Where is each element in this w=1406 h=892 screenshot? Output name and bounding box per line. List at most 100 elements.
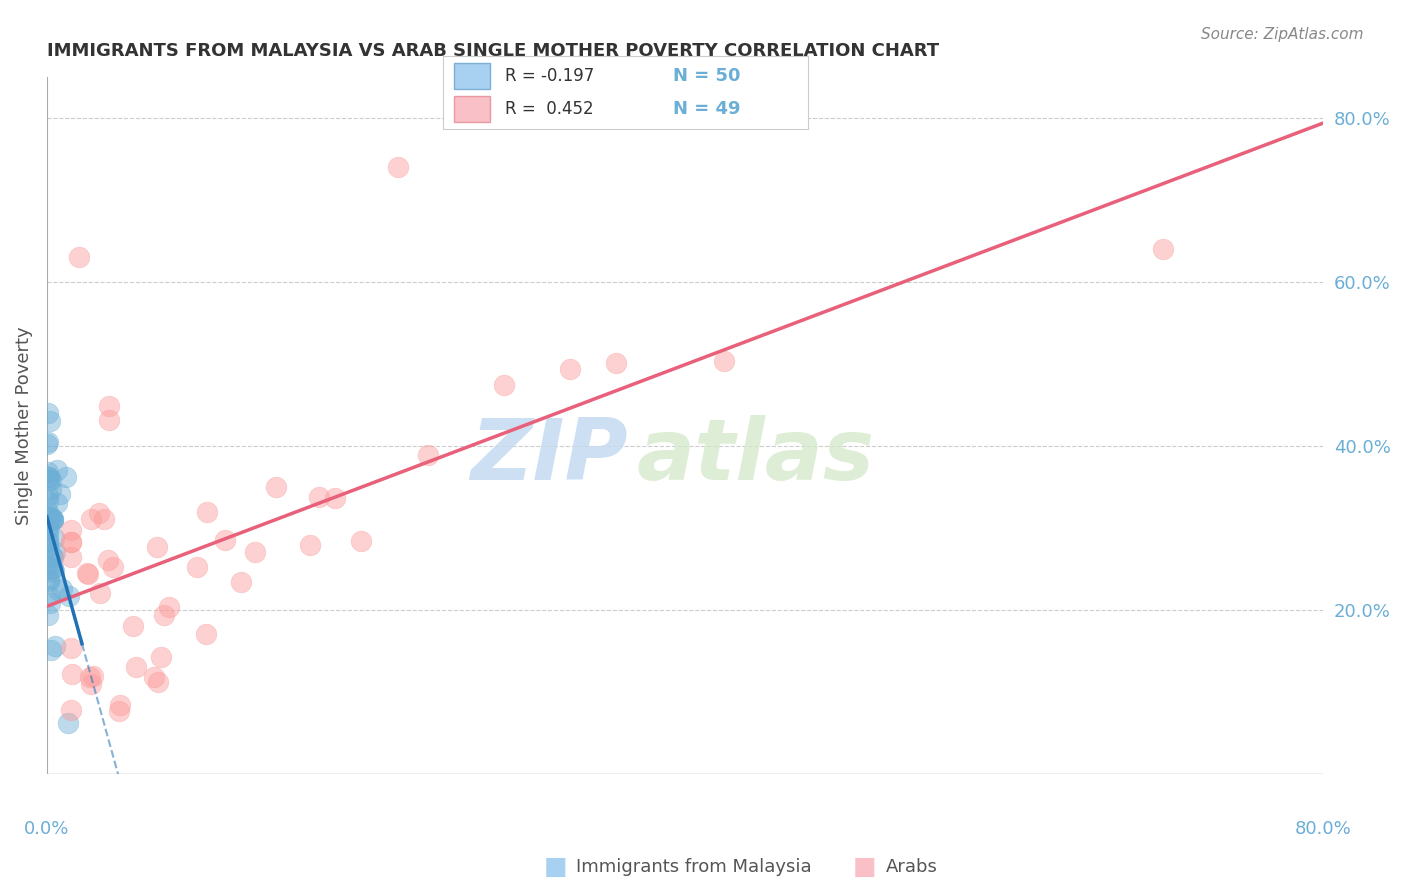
Point — [59, 549, 82, 564]
Point — [44, 639, 66, 653]
Point — [98, 413, 121, 427]
Point — [37, 549, 59, 563]
Point — [38, 521, 60, 535]
Text: R = -0.197: R = -0.197 — [505, 67, 595, 85]
Point — [41, 549, 63, 563]
Point — [41, 473, 63, 487]
Point — [37, 503, 59, 517]
Point — [37, 465, 59, 479]
Point — [37, 524, 59, 538]
Point — [37, 494, 59, 508]
Bar — [454, 95, 491, 122]
Text: 80.0%: 80.0% — [1295, 820, 1351, 838]
Point — [560, 362, 582, 376]
Point — [46, 495, 69, 509]
Point — [41, 550, 63, 565]
Point — [195, 627, 218, 641]
Point — [82, 669, 104, 683]
Point — [41, 562, 63, 576]
Point — [58, 589, 80, 603]
Point — [48, 487, 70, 501]
Point — [67, 250, 90, 264]
Point — [80, 512, 103, 526]
Y-axis label: Single Mother Poverty: Single Mother Poverty — [15, 326, 32, 524]
Point — [42, 513, 65, 527]
Point — [186, 560, 208, 574]
Text: atlas: atlas — [637, 416, 875, 499]
Point — [79, 670, 101, 684]
Point — [605, 356, 627, 370]
Point — [37, 608, 59, 623]
Point — [37, 533, 59, 548]
Point — [44, 545, 66, 559]
Point — [37, 528, 59, 542]
Point — [308, 490, 330, 504]
Text: ■: ■ — [544, 855, 567, 879]
Point — [38, 589, 60, 603]
Text: IMMIGRANTS FROM MALAYSIA VS ARAB SINGLE MOTHER POVERTY CORRELATION CHART: IMMIGRANTS FROM MALAYSIA VS ARAB SINGLE … — [46, 42, 939, 60]
Point — [37, 559, 59, 574]
Point — [122, 619, 145, 633]
Point — [387, 160, 409, 174]
Point — [89, 586, 111, 600]
Point — [149, 649, 172, 664]
Bar — [454, 62, 491, 89]
Point — [37, 437, 59, 451]
Point — [38, 474, 60, 488]
Text: 0.0%: 0.0% — [24, 820, 69, 838]
Point — [264, 479, 287, 493]
Text: R =  0.452: R = 0.452 — [505, 100, 593, 118]
Text: N = 50: N = 50 — [673, 67, 741, 85]
Point — [37, 470, 59, 484]
Point — [37, 535, 59, 549]
Point — [37, 489, 59, 503]
Point — [298, 538, 321, 552]
Point — [37, 406, 59, 420]
Point — [42, 564, 65, 578]
Point — [243, 544, 266, 558]
Point — [55, 470, 77, 484]
Point — [152, 607, 174, 622]
Point — [1153, 242, 1175, 256]
Point — [41, 512, 63, 526]
Point — [37, 435, 59, 450]
Point — [101, 560, 124, 574]
Point — [93, 512, 115, 526]
Text: ZIP: ZIP — [470, 416, 627, 499]
Point — [45, 463, 67, 477]
Point — [323, 491, 346, 505]
Point — [38, 572, 60, 586]
Point — [108, 698, 131, 713]
Point — [39, 509, 62, 524]
Point — [157, 599, 180, 614]
Point — [492, 377, 515, 392]
Point — [125, 660, 148, 674]
Point — [79, 676, 101, 690]
Point — [59, 640, 82, 655]
Text: Arabs: Arabs — [886, 858, 938, 876]
Point — [145, 540, 167, 554]
Point — [148, 675, 170, 690]
Point — [58, 715, 80, 730]
Point — [38, 574, 60, 588]
Point — [46, 583, 69, 598]
Point — [59, 534, 82, 549]
Point — [143, 670, 166, 684]
Point — [37, 565, 59, 579]
Point — [42, 561, 65, 575]
Point — [37, 540, 59, 554]
Point — [97, 553, 120, 567]
Point — [59, 535, 82, 549]
Point — [713, 353, 735, 368]
Point — [60, 667, 83, 681]
Point — [59, 523, 82, 537]
Point — [42, 513, 65, 527]
Point — [350, 534, 373, 549]
Point — [214, 533, 236, 548]
Point — [41, 512, 63, 526]
Point — [38, 596, 60, 610]
Text: Immigrants from Malaysia: Immigrants from Malaysia — [576, 858, 813, 876]
Point — [77, 567, 100, 582]
Point — [108, 704, 131, 718]
Point — [229, 575, 252, 590]
